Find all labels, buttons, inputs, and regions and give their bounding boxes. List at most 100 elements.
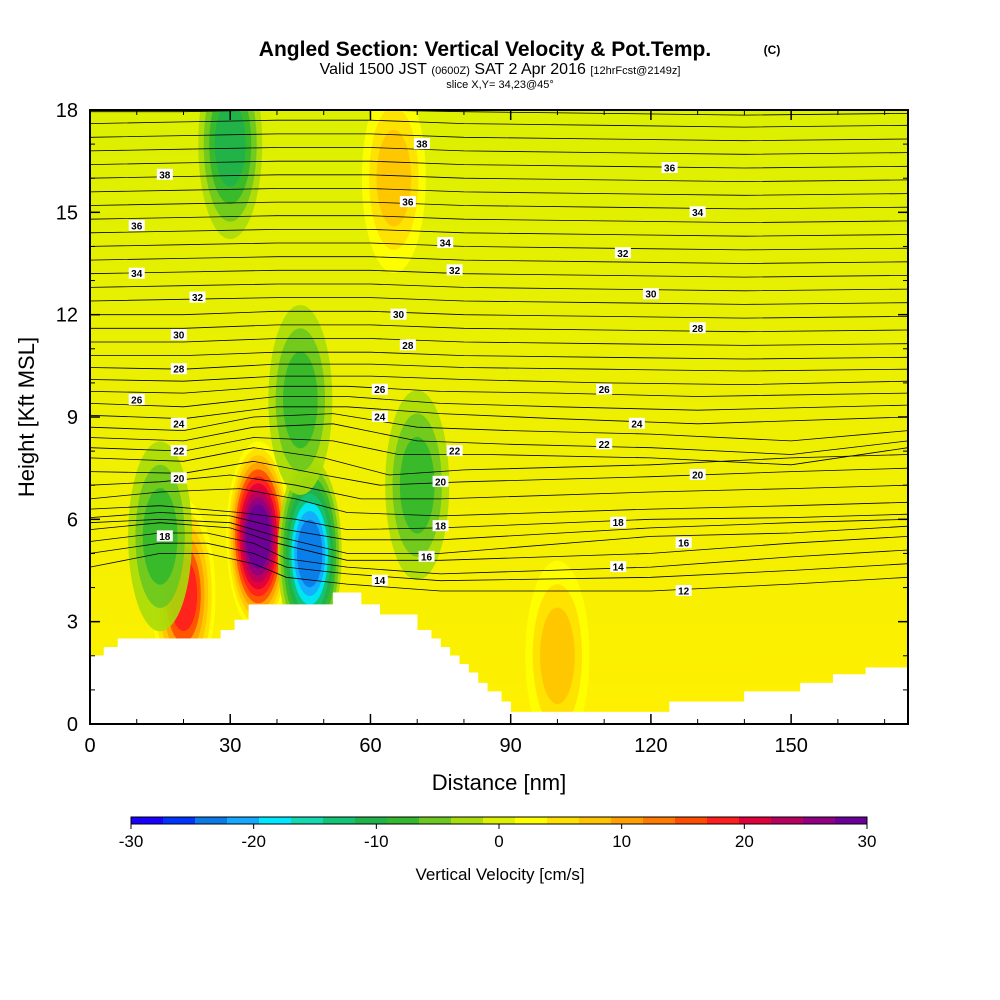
contour-label-bg-10 (432, 475, 449, 487)
contour-label-bg-31 (437, 237, 454, 249)
contour-label-bg-18 (128, 393, 145, 405)
contour-label-34: 36 (402, 198, 414, 209)
contour-label-29: 32 (617, 249, 629, 260)
colorbar-swatch-12 (515, 817, 548, 824)
colorbar-swatch-11 (483, 817, 516, 824)
y-tick-label-4: 12 (56, 305, 78, 327)
colorbar-tick-label-1: -20 (241, 832, 266, 851)
contour-label-bg-29 (614, 247, 631, 259)
isentrope-line-5 (90, 512, 908, 541)
y-tick-label-6: 18 (56, 100, 78, 122)
slice-label: slice X,Y= 34,23@45° (446, 79, 554, 91)
contour-label-2: 14 (613, 563, 625, 574)
colorbar-swatch-20 (771, 817, 804, 824)
isentrope-line-0 (90, 553, 908, 592)
colorbar-swatch-7 (355, 817, 388, 824)
colorbar-swatch-0 (131, 817, 164, 824)
velocity-cell-4 (283, 351, 318, 449)
colorbar-tick-label-3: 0 (494, 832, 503, 851)
contour-label-bg-28 (446, 264, 463, 276)
chart-title: Angled Section: Vertical Velocity & Pot.… (259, 38, 711, 61)
contour-label-10: 20 (435, 477, 447, 488)
x-axis-ticks: 0 30 60 90 120 150 (84, 110, 886, 757)
isentrope-line-35 (90, 133, 908, 142)
chart-subtitle: Valid 1500 JST (0600Z) SAT 2 Apr 2016 [1… (320, 61, 681, 78)
isentrope-line-3 (90, 522, 908, 561)
contour-label-bg-23 (689, 322, 706, 334)
isentrope-line-6 (90, 505, 908, 531)
contour-label-19: 26 (374, 385, 386, 396)
contour-label-bg-16 (371, 411, 388, 422)
isentrope-line-32 (90, 174, 908, 183)
isentrope-line-36 (90, 119, 908, 128)
isentrope-line-18 (90, 363, 908, 372)
contour-label-bg-33 (128, 219, 145, 231)
colorbar-swatch-2 (195, 817, 228, 824)
contour-label-bg-8 (432, 520, 449, 532)
velocity-cell-8 (376, 129, 412, 227)
contour-label-31: 34 (440, 239, 452, 250)
contour-label-26: 30 (645, 290, 657, 301)
isentrope-line-34 (90, 147, 908, 155)
isentrope-line-14 (90, 406, 908, 425)
colorbar-label: Vertical Velocity [cm/s] (415, 865, 584, 884)
subtitle-forecast: [12hrFcst@2149z] (590, 65, 680, 77)
contour-label-bg-24 (170, 329, 187, 341)
colorbar-tick-label-4: 10 (612, 832, 631, 851)
contour-label-3: 14 (374, 576, 386, 587)
colorbar-tick-label-5: 20 (735, 832, 754, 851)
colorbar-swatch-13 (547, 817, 580, 824)
x-axis-label: Distance [nm] (432, 770, 567, 795)
isentrope-line-16 (90, 385, 908, 397)
colorbar-swatch-6 (323, 817, 356, 824)
contour-label-bg-37 (413, 138, 430, 150)
isentrope-contours (90, 110, 908, 592)
y-tick-label-0: 0 (67, 714, 78, 736)
contour-label-36: 38 (159, 170, 171, 181)
contour-label-bg-21 (170, 363, 187, 375)
isentrope-line-13 (90, 413, 908, 442)
contour-label-14: 22 (599, 440, 611, 451)
contour-label-bg-22 (399, 339, 416, 351)
contour-label-20: 26 (599, 385, 611, 396)
contour-label-8: 18 (435, 522, 447, 533)
contour-label-6: 18 (159, 532, 171, 543)
colorbar-swatch-18 (707, 817, 740, 824)
contour-label-bg-32 (689, 206, 706, 218)
colorbar-tick-label-2: -10 (364, 832, 389, 851)
isentrope-line-33 (90, 160, 908, 169)
contour-label-30: 34 (131, 269, 143, 280)
contour-label-bg-25 (390, 308, 407, 320)
contour-labels: 12 14 14 16 16 18 18 18 20 20 20 22 22 22 24 24 24 26 26 26… (128, 138, 706, 597)
contour-label-5: 16 (421, 552, 433, 563)
contour-label-bg-4 (675, 537, 692, 549)
y-tick-label-1: 3 (67, 612, 78, 634)
isentrope-line-20 (90, 338, 908, 346)
isentrope-line-10 (90, 447, 908, 476)
x-tick-label-0: 0 (84, 735, 95, 757)
y-tick-label-3: 9 (67, 407, 78, 429)
contour-label-bg-34 (399, 196, 416, 208)
isentrope-line-28 (90, 229, 908, 237)
contour-label-bg-20 (596, 383, 613, 395)
contour-label-32: 34 (692, 208, 704, 219)
colorbar-swatch-16 (643, 817, 676, 824)
velocity-cell-1 (246, 504, 271, 569)
contour-label-bg-35 (661, 161, 678, 173)
contour-label-21: 28 (173, 365, 185, 376)
isentrope-line-7 (90, 488, 908, 517)
colorbar-swatch-1 (163, 817, 196, 824)
contour-label-18: 26 (131, 395, 143, 406)
contour-label-9: 20 (173, 474, 185, 485)
colorbar-tick-label-6: 30 (858, 832, 877, 851)
contour-label-24: 30 (173, 331, 185, 342)
isentrope-line-22 (90, 310, 908, 319)
contour-label-bg-26 (642, 288, 659, 300)
y-tick-label-2: 6 (67, 509, 78, 531)
contour-label-bg-0 (675, 584, 692, 596)
contour-label-bg-5 (418, 550, 435, 562)
x-tick-label-3: 90 (500, 735, 522, 757)
isentrope-line-17 (90, 375, 908, 386)
contour-label-17: 24 (631, 419, 643, 430)
contour-label-bg-36 (156, 168, 173, 180)
